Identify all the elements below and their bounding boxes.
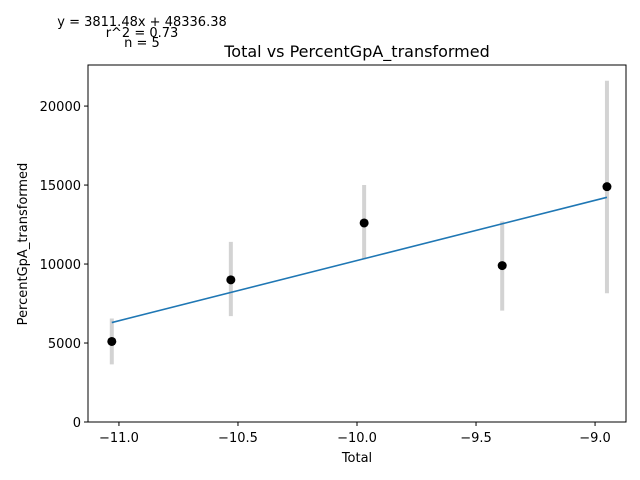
x-tick-label: −9.0	[579, 431, 611, 446]
chart-title: Total vs PercentGpA_transformed	[223, 42, 489, 62]
y-tick-label: 10000	[40, 258, 81, 273]
sample-size-label: n = 5	[124, 36, 160, 51]
x-ticks-layer: −11.0 −10.5 −10.0 −9.5 −9.0	[99, 422, 611, 446]
x-axis-label: Total	[341, 451, 372, 466]
regression-equation: y = 3811.48x + 48336.38	[57, 15, 227, 30]
regression-line	[111, 196, 608, 324]
points-layer	[107, 182, 612, 346]
data-point	[602, 182, 612, 192]
y-axis-label: PercentGpA_transformed	[16, 163, 31, 326]
x-tick-label: −10.0	[337, 431, 377, 446]
data-point	[359, 218, 369, 228]
x-tick-label: −11.0	[99, 431, 139, 446]
fit-line-layer	[111, 196, 608, 324]
x-tick-label: −9.5	[460, 431, 492, 446]
y-tick-label: 5000	[48, 337, 81, 352]
y-tick-label: 15000	[40, 179, 81, 194]
axes-frame	[87, 64, 627, 423]
error-bars-layer	[109, 80, 609, 365]
y-ticks-layer: 0 5000 10000 15000 20000	[40, 100, 88, 431]
data-point	[497, 261, 507, 271]
x-tick-label: −10.5	[218, 431, 258, 446]
y-tick-label: 20000	[40, 100, 81, 115]
y-tick-label: 0	[73, 416, 81, 431]
data-point	[107, 336, 117, 346]
r-squared-label: r^2 = 0.73	[106, 26, 179, 41]
data-point	[226, 275, 236, 285]
